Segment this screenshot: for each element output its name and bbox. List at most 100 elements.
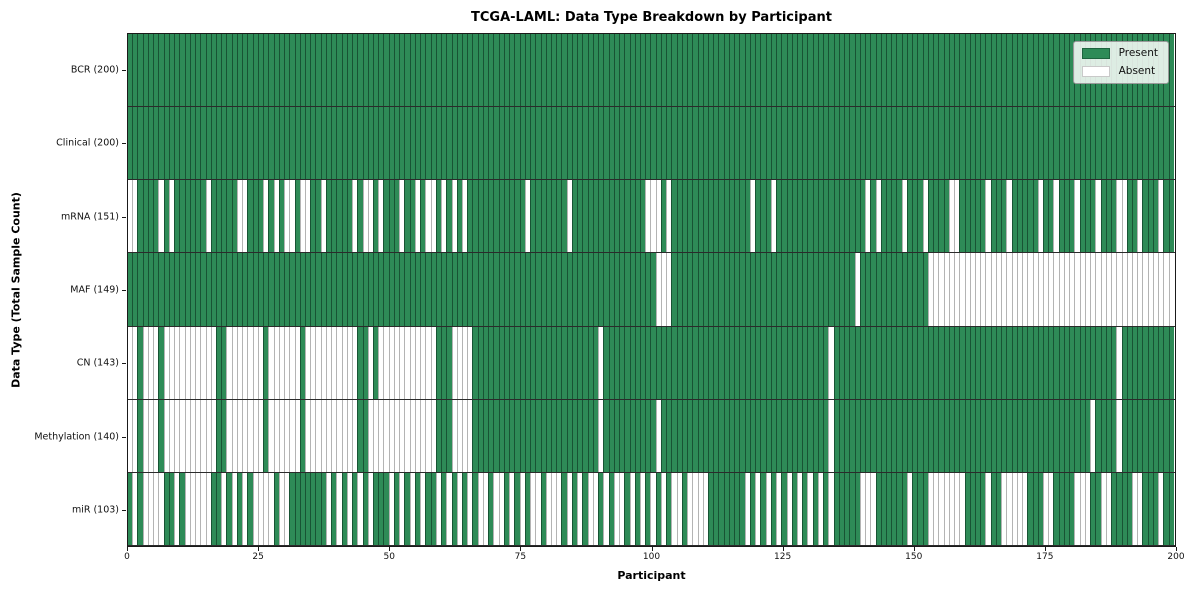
x-tick-label: 25 — [252, 552, 264, 562]
matrix-cell — [1027, 180, 1033, 253]
matrix-cell — [352, 180, 358, 253]
matrix-cell — [1048, 180, 1054, 253]
matrix-cell — [378, 472, 384, 545]
matrix-cell — [467, 326, 473, 399]
matrix-cell — [603, 326, 609, 399]
matrix-cell — [875, 472, 881, 545]
matrix-cell — [425, 399, 431, 472]
matrix-cell — [734, 472, 740, 545]
matrix-cell — [550, 253, 557, 326]
matrix-cell — [598, 472, 604, 545]
matrix-cell — [299, 180, 305, 253]
matrix-cell — [613, 180, 620, 253]
matrix-cell — [1121, 399, 1127, 472]
matrix-cell — [435, 253, 442, 326]
matrix-cell — [142, 326, 148, 399]
matrix-cell — [414, 399, 421, 472]
y-tick-label-CN: CN (143) — [76, 357, 119, 369]
matrix-cell — [404, 34, 410, 107]
matrix-cell — [760, 253, 766, 326]
matrix-cell — [980, 326, 986, 399]
matrix-cell — [1116, 180, 1122, 253]
matrix-cell — [1048, 107, 1054, 180]
matrix-cell — [922, 326, 928, 399]
matrix-cell — [603, 399, 609, 472]
matrix-cell — [969, 34, 975, 107]
matrix-cell — [676, 326, 682, 399]
matrix-cell — [1006, 253, 1012, 326]
matrix-cell — [990, 326, 996, 399]
matrix-cell — [760, 472, 766, 545]
matrix-cell — [462, 34, 468, 107]
matrix-cell — [954, 472, 960, 545]
matrix-cell — [1152, 399, 1159, 472]
matrix-cell — [383, 180, 389, 253]
matrix-cell — [482, 107, 489, 180]
matrix-cell — [901, 34, 907, 107]
matrix-cell — [247, 180, 253, 253]
matrix-cell — [409, 107, 415, 180]
matrix-cell — [954, 180, 960, 253]
matrix-cell — [854, 253, 860, 326]
matrix-cell — [1048, 34, 1054, 107]
y-tick-label-BCR: BCR (200) — [70, 64, 119, 76]
matrix-cell — [1100, 472, 1106, 545]
matrix-cell — [624, 472, 630, 545]
matrix-cell — [901, 180, 907, 253]
matrix-cell — [1121, 180, 1127, 253]
matrix-cell — [456, 399, 462, 472]
matrix-cell — [1084, 180, 1091, 253]
matrix-cell — [666, 34, 672, 107]
matrix-cell — [666, 107, 672, 180]
matrix-cell — [713, 472, 719, 545]
matrix-cell — [974, 253, 981, 326]
matrix-cell — [1079, 253, 1085, 326]
matrix-cell — [378, 326, 384, 399]
matrix-cell — [1011, 180, 1017, 253]
matrix-cell — [912, 472, 918, 545]
matrix-cell — [865, 107, 871, 180]
matrix-cell — [906, 399, 913, 472]
matrix-cell — [556, 180, 562, 253]
matrix-cell — [315, 399, 321, 472]
matrix-cell — [205, 253, 211, 326]
matrix-cell — [755, 34, 761, 107]
matrix-cell — [1168, 399, 1174, 472]
matrix-cell — [357, 107, 363, 180]
matrix-cell — [624, 326, 630, 399]
matrix-cell — [765, 107, 771, 180]
matrix-cell — [503, 180, 510, 253]
matrix-cell — [231, 34, 237, 107]
matrix-cell — [692, 472, 698, 545]
matrix-cell — [933, 326, 939, 399]
matrix-cell — [215, 34, 222, 107]
matrix-cell — [896, 180, 902, 253]
matrix-cell — [1032, 472, 1038, 545]
matrix-cell — [336, 107, 342, 180]
matrix-cell — [367, 180, 374, 253]
matrix-cell — [132, 326, 138, 399]
matrix-cell — [341, 472, 347, 545]
matrix-cell — [660, 472, 667, 545]
matrix-cell — [571, 253, 578, 326]
matrix-cell — [128, 326, 133, 399]
matrix-cell — [205, 326, 211, 399]
matrix-cell — [619, 472, 625, 545]
matrix-cell — [357, 472, 363, 545]
matrix-cell — [352, 326, 358, 399]
matrix-cell — [467, 399, 473, 472]
matrix-cell — [964, 399, 970, 472]
matrix-cell — [959, 399, 965, 472]
y-tick-mark — [122, 69, 126, 71]
matrix-cell — [404, 107, 410, 180]
matrix-cell — [912, 107, 918, 180]
matrix-cell — [760, 399, 766, 472]
matrix-cell — [263, 107, 269, 180]
matrix-cell — [472, 472, 478, 545]
matrix-cell — [865, 326, 871, 399]
matrix-cell — [519, 34, 525, 107]
matrix-cell — [582, 107, 588, 180]
matrix-cell — [624, 107, 630, 180]
matrix-cell — [373, 180, 379, 253]
